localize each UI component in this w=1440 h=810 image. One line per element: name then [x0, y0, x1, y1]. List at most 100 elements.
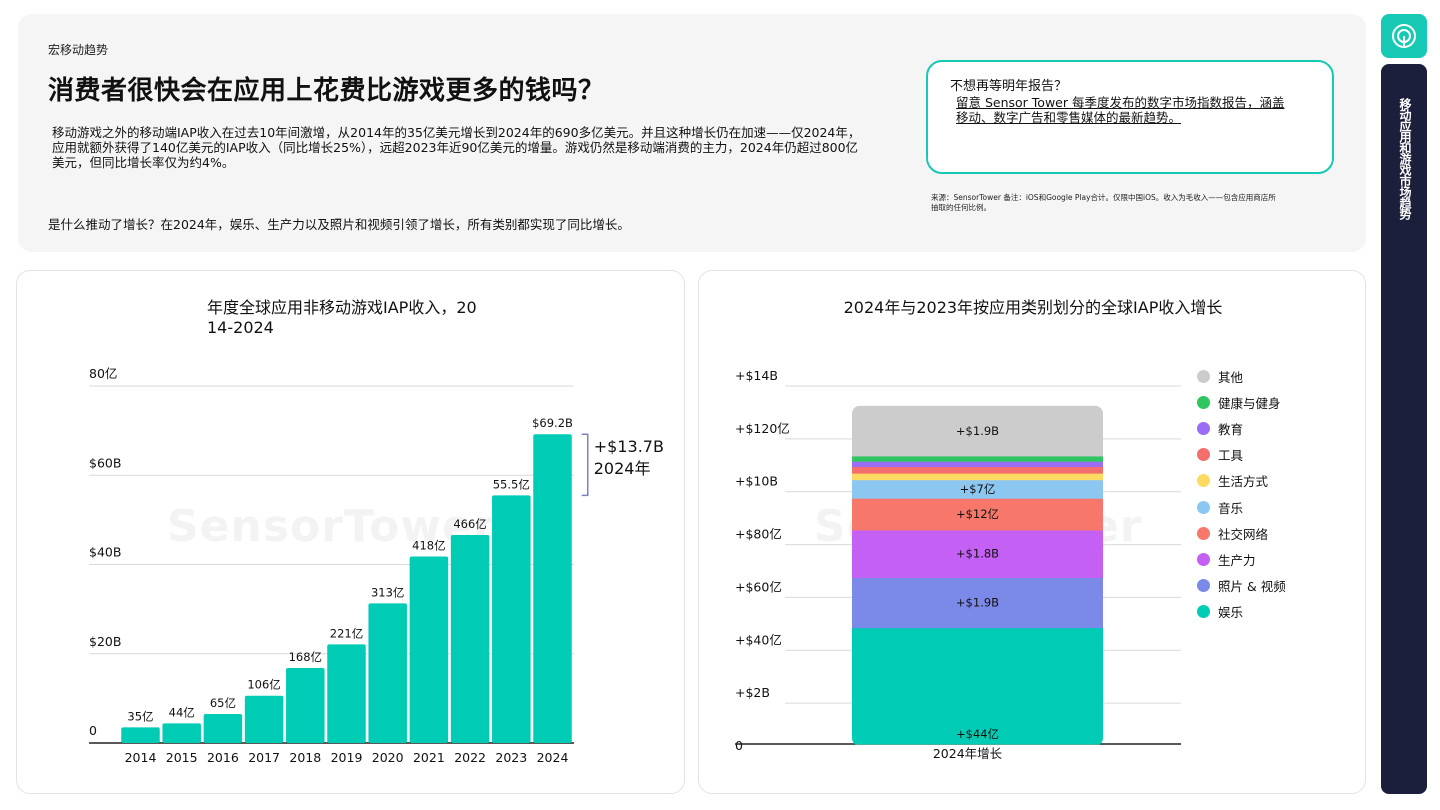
y-tick-label: +$40亿 [735, 632, 782, 647]
segment-label: +$1.8B [956, 547, 999, 561]
growth-question: 是什么推动了增长？在2024年，娱乐、生产力以及照片和视频引领了增长，所有类别都… [48, 217, 630, 232]
bar-2021 [409, 556, 449, 743]
legend-item: 生活方式 [1197, 468, 1286, 494]
bar-2020 [368, 603, 407, 743]
x-tick-label: 2020 [372, 750, 404, 765]
legend-swatch [1197, 579, 1210, 593]
segment-label: +$1.9B [956, 424, 999, 438]
segment-label: +$12亿 [956, 507, 999, 521]
category-legend: 其他健康与健身教育工具生活方式音乐社交网络生产力照片 & 视频 娱乐 [1197, 363, 1286, 625]
x-tick-label: 2018 [289, 750, 321, 765]
segment-label: +$1.9B [956, 596, 999, 610]
side-nav-panel[interactable] [1381, 64, 1427, 794]
legend-label: 娱乐 [1218, 605, 1244, 621]
legend-swatch [1197, 526, 1210, 540]
page-title: 消费者很快会在应用上花费比游戏更多的钱吗？ [48, 76, 605, 106]
bar-value-label: $69.2B [532, 416, 573, 430]
bar-2016 [203, 713, 243, 743]
legend-label: 照片 & 视频 [1218, 579, 1286, 595]
y-tick-label: 80亿 [89, 366, 117, 381]
legend-item: 工具 [1197, 442, 1286, 468]
bar-value-label: 35亿 [127, 709, 153, 723]
bar-2018 [286, 668, 325, 743]
stack-group [852, 405, 1103, 745]
report-cta-box[interactable]: 不想再等明年报告？ 留意 Sensor Tower 每季度发布的数字市场指数报告… [926, 60, 1334, 174]
side-panel-label: 移动应用和游戏市场趋势 [1398, 98, 1412, 219]
legend-label: 教育 [1218, 421, 1244, 437]
bar-value-label: 221亿 [330, 626, 363, 640]
x-tick-label: 2021 [413, 750, 445, 765]
chart-title-line: 14-2024 [207, 318, 274, 337]
legend-item: 音乐 [1197, 494, 1286, 520]
x-tick-label: 2016 [207, 750, 239, 765]
annual-iap-chart: 年度全球应用非移动游戏IAP收入，2014-2024 0 $20B $40B $60B 8… [89, 298, 664, 765]
section-eyebrow: 宏移动趋势 [48, 43, 109, 57]
legend-swatch [1197, 448, 1210, 462]
segment-生活方式 [852, 473, 1103, 481]
x-tick-label: 2014 [125, 750, 157, 765]
category-growth-chart: 2024年与2023年按应用类别划分的全球IAP收入增长 0 +$2B +$40亿 +$… [735, 298, 1223, 761]
x-tick-label: 2023 [495, 750, 527, 765]
segment-label: +$7亿 [960, 482, 996, 496]
bar-2023 [492, 495, 531, 743]
y-tick-label: +$80亿 [735, 527, 782, 542]
legend-label: 健康与健身 [1218, 395, 1281, 411]
legend-label: 生产力 [1218, 552, 1256, 568]
bar-value-label: 418亿 [412, 538, 445, 552]
y-tick-label: +$120亿 [735, 421, 790, 436]
bar-2019 [327, 644, 366, 743]
source-note: 来源：SensorTower 备注：iOS和Google Play合计。仅限中国… [931, 193, 1276, 212]
cta-link[interactable]: 留意 Sensor Tower 每季度发布的数字市场指数报告，涵盖移动、数字广告… [956, 95, 1285, 125]
x-tick-label: 2019 [331, 750, 363, 765]
intro-paragraph: 移动游戏之外的移动端IAP收入在过去10年间激增，从2014年的35亿美元增长到… [52, 125, 861, 170]
y-tick-label: +$10B [735, 474, 778, 489]
legend-swatch [1197, 552, 1210, 566]
segment-照片 & 视频 [852, 577, 1103, 629]
legend-label: 社交网络 [1218, 526, 1269, 542]
legend-swatch [1197, 395, 1210, 409]
x-tick-label: 2024年增长 [933, 746, 1003, 761]
y-tick-label: +$2B [735, 685, 770, 700]
x-tick-label: 2022 [454, 750, 486, 765]
segment-label: +$44亿 [956, 727, 999, 741]
legend-item: 其他 [1197, 363, 1286, 389]
legend-swatch [1197, 500, 1210, 514]
legend-label: 其他 [1218, 369, 1244, 385]
cta-title: 不想再等明年报告？ [950, 79, 1068, 94]
y-tick-label: +$14B [735, 368, 778, 383]
legend-swatch [1197, 369, 1210, 383]
legend-item: 生产力 [1197, 546, 1286, 572]
bar-2015 [162, 723, 201, 743]
sensortower-logo-button[interactable] [1381, 14, 1427, 58]
legend-item: 娱乐 [1197, 599, 1286, 625]
chart-title: 2024年与2023年按应用类别划分的全球IAP收入增长 [844, 298, 1223, 317]
legend-item: 照片 & 视频 [1197, 573, 1286, 599]
legend-item: 教育 [1197, 415, 1286, 441]
y-tick-label: $20B [89, 634, 121, 649]
x-tick-label: 2024 [537, 750, 569, 765]
bar-2014 [121, 727, 160, 743]
growth-annotation: +$13.7B [594, 437, 664, 456]
bar-value-label: 313亿 [371, 585, 404, 599]
growth-bracket [581, 433, 589, 497]
bar-value-label: 65亿 [210, 696, 236, 710]
legend-swatch [1197, 605, 1210, 619]
legend-item: 社交网络 [1197, 520, 1286, 546]
bar-value-label: 466亿 [453, 517, 486, 531]
chart-title-line: 年度全球应用非移动游戏IAP收入，20 [207, 298, 477, 317]
segment-娱乐 [852, 627, 1103, 745]
sensortower-logo-icon [1392, 24, 1416, 48]
segment-社交网络 [852, 498, 1103, 531]
legend-label: 工具 [1218, 448, 1244, 464]
bar-value-label: 44亿 [169, 705, 195, 719]
y-tick-label: 0 [89, 723, 97, 738]
y-tick-label: 0 [735, 738, 743, 753]
y-tick-label: $60B [89, 455, 121, 470]
bar-value-label: 106亿 [247, 678, 280, 692]
y-tick-label: +$60亿 [735, 579, 782, 594]
legend-swatch [1197, 474, 1210, 488]
x-tick-label: 2017 [248, 750, 280, 765]
legend-item: 健康与健身 [1197, 389, 1286, 415]
bar-2017 [244, 695, 284, 743]
legend-label: 音乐 [1218, 500, 1244, 516]
